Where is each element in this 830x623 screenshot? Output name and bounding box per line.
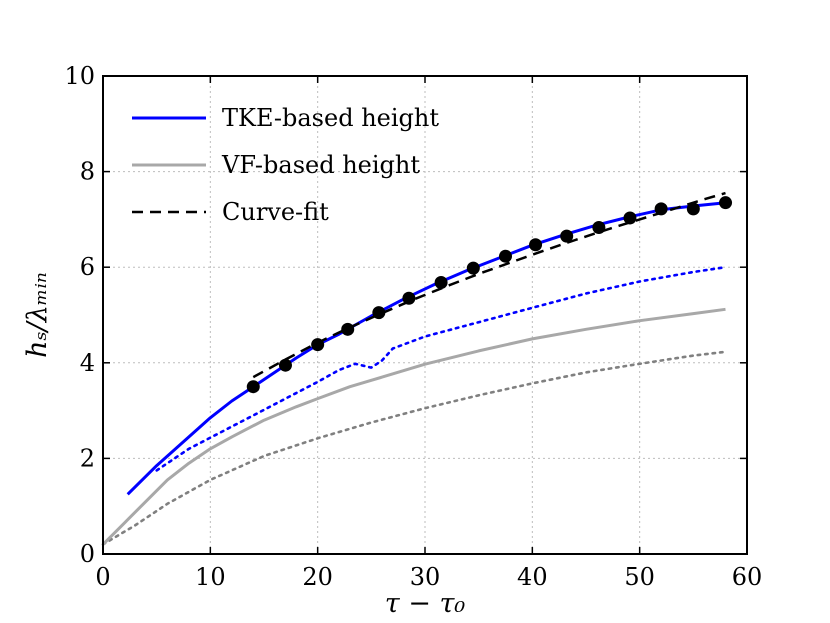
data-point-marker (466, 261, 480, 275)
x-tick-label: 50 (624, 563, 655, 591)
data-point-marker (372, 306, 386, 320)
data-point-marker (402, 291, 416, 305)
x-axis-label: τ − τ₀ (385, 588, 466, 619)
series-line-vf-based-height (101, 307, 726, 546)
tick-marks (102, 75, 748, 555)
series-layer (101, 191, 733, 546)
x-tick-label: 20 (302, 563, 333, 591)
data-point-marker (592, 221, 606, 235)
grid (103, 76, 747, 554)
series-line-tke-based-dotted (155, 265, 727, 472)
x-tick-label: 40 (517, 563, 548, 591)
x-tick-label: 30 (410, 563, 441, 591)
x-tick-labels: 0 10 20 30 40 50 60 (95, 563, 762, 591)
data-point-marker (719, 196, 733, 210)
x-tick-label: 60 (732, 563, 763, 591)
legend: TKE-based height VF-based height Curve-fit (132, 104, 439, 226)
x-tick-label: 10 (195, 563, 226, 591)
data-point-marker (560, 229, 574, 243)
y-tick-label: 4 (80, 349, 95, 377)
y-tick-label: 6 (80, 253, 95, 281)
y-tick-label: 2 (80, 444, 95, 472)
legend-label: Curve-fit (222, 198, 329, 226)
data-point-marker (311, 338, 325, 352)
data-point-marker (529, 238, 543, 252)
data-point-marker (341, 322, 355, 336)
legend-label: VF-based height (221, 151, 420, 179)
data-point-marker (278, 358, 292, 372)
y-tick-label: 10 (64, 62, 95, 90)
data-point-marker (499, 249, 512, 263)
data-point-marker (654, 202, 668, 216)
series-line-vf-based-dotted (101, 350, 727, 546)
data-point-marker (434, 275, 448, 289)
series-line-curve-fit (252, 191, 726, 379)
y-tick-label: 0 (80, 540, 95, 568)
series-line-tke-based-height (126, 201, 726, 496)
y-tick-labels: 0 2 4 6 8 10 (64, 62, 95, 568)
x-tick-label: 0 (95, 563, 110, 591)
legend-label: TKE-based height (222, 104, 439, 132)
data-point-marker (623, 211, 637, 225)
y-axis-label: hₛ/λₘᵢₙ (22, 272, 53, 358)
data-point-marker (686, 202, 700, 216)
data-point-marker (246, 380, 260, 394)
y-tick-label: 8 (80, 158, 95, 186)
